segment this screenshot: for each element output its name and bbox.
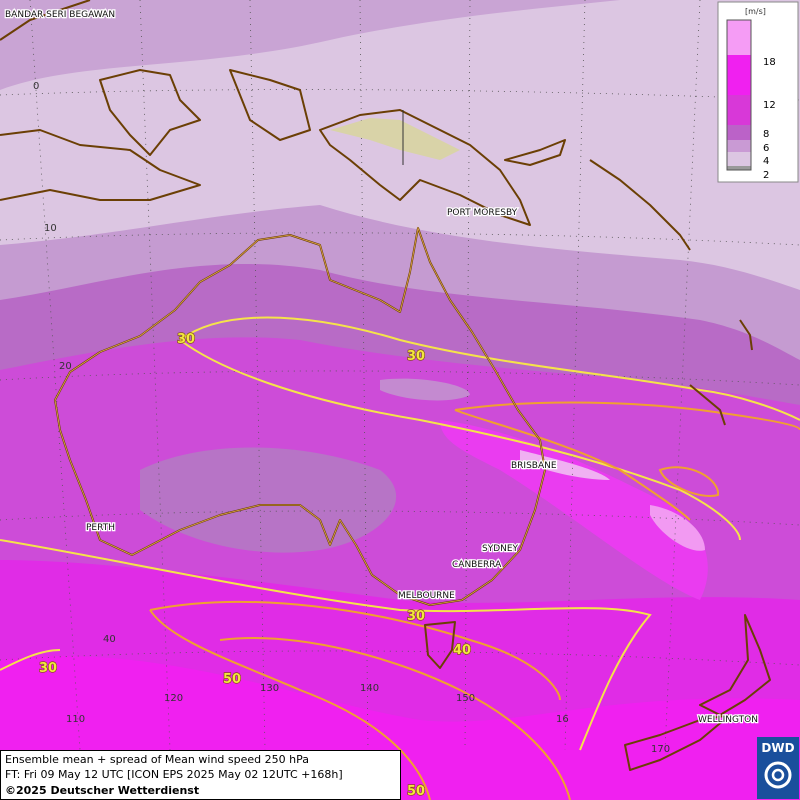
- legend: [m/s] 18 12 8 6 4 2: [717, 1, 799, 183]
- footer-line: ©2025 Deutscher Wetterdienst: [5, 784, 199, 797]
- footer: Ensemble mean + spread of Mean wind spee…: [0, 750, 401, 800]
- longitude-label: 140: [360, 683, 379, 694]
- place-label: CANBERRA: [452, 560, 502, 570]
- longitude-label: 130: [260, 683, 279, 694]
- contour-label: 30: [39, 661, 57, 676]
- coastlines: [0, 0, 771, 771]
- coastline: [0, 129, 201, 201]
- contours: [0, 316, 800, 800]
- longitude-label: 120: [164, 693, 183, 704]
- place-label: SYDNEY: [482, 544, 519, 554]
- coastline: [504, 139, 566, 166]
- latitude-label: 40: [103, 634, 116, 645]
- coastline: [54, 226, 546, 606]
- contour-label: 40: [453, 643, 471, 658]
- legend-swatch: [727, 152, 751, 166]
- contour-label: 50: [407, 784, 425, 799]
- legend-tick: 8: [763, 129, 769, 140]
- logo-box: [757, 737, 799, 799]
- terrain: [330, 118, 460, 160]
- coastline: [99, 69, 201, 156]
- legend-tick: 4: [763, 156, 769, 167]
- contour-line: [658, 466, 720, 497]
- coastline: [624, 714, 731, 771]
- band: [650, 505, 705, 551]
- latitude-label: 0: [33, 81, 39, 92]
- place-label: WELLINGTON: [698, 715, 758, 725]
- contour-line: [454, 401, 800, 431]
- band: [380, 378, 470, 401]
- legend-tick: 12: [763, 100, 776, 111]
- coastline: [319, 109, 531, 226]
- contour-line: [179, 339, 741, 541]
- band: [140, 447, 397, 553]
- latitude-label: 10: [44, 223, 57, 234]
- coastline: [589, 159, 691, 251]
- contour-line: [219, 637, 571, 800]
- legend-swatch: [727, 166, 751, 170]
- legend-swatch: [727, 140, 751, 152]
- contour-line: [149, 609, 431, 800]
- coastline: [689, 384, 726, 426]
- legend-unit: [m/s]: [745, 7, 766, 16]
- longitude-label: 150: [456, 693, 475, 704]
- legend-swatch: [727, 125, 751, 140]
- contour-line: [0, 649, 61, 671]
- footer-line: FT: Fri 09 May 12 UTC [ICON EPS 2025 May…: [5, 768, 343, 781]
- legend-tick: 2: [763, 170, 769, 181]
- latitude-label: 20: [59, 361, 72, 372]
- contour-line: [454, 409, 691, 521]
- longitude-label: 170: [651, 744, 670, 755]
- longitude-label: 16: [556, 714, 569, 725]
- footer-line: Ensemble mean + spread of Mean wind spee…: [5, 753, 309, 766]
- contour-line: [0, 539, 652, 751]
- contour-label: 30: [407, 609, 425, 624]
- place-label: BRISBANE: [511, 461, 557, 471]
- legend-tick: 18: [763, 57, 776, 68]
- contour-label: 30: [407, 349, 425, 364]
- longitude-label: 110: [66, 714, 85, 725]
- legend-swatch: [727, 55, 751, 95]
- logo-text: DWD: [761, 741, 794, 755]
- coastline: [739, 319, 753, 351]
- legend-swatch: [727, 95, 751, 125]
- coastline: [229, 69, 311, 141]
- place-label: MELBOURNE: [398, 591, 455, 601]
- place-label: PERTH: [86, 523, 115, 533]
- coastline: [0, 0, 91, 41]
- legend-tick: 6: [763, 143, 769, 154]
- coastline: [424, 621, 456, 669]
- contour-label: 30: [177, 332, 195, 347]
- logo: DWD: [757, 737, 799, 799]
- contour-label: 50: [223, 672, 241, 687]
- footer-box: [0, 750, 401, 800]
- logo-swirl: [771, 768, 785, 782]
- band: [440, 420, 708, 600]
- place-label: BANDAR SERI BEGAWAN: [5, 10, 115, 20]
- logo-swirl: [764, 761, 792, 789]
- contour-line: [179, 316, 800, 421]
- legend-swatch: [727, 20, 751, 55]
- legend-frame: [726, 19, 752, 171]
- place-label: PORT MORESBY: [447, 208, 518, 218]
- band: [0, 0, 620, 90]
- coastline: [699, 614, 771, 716]
